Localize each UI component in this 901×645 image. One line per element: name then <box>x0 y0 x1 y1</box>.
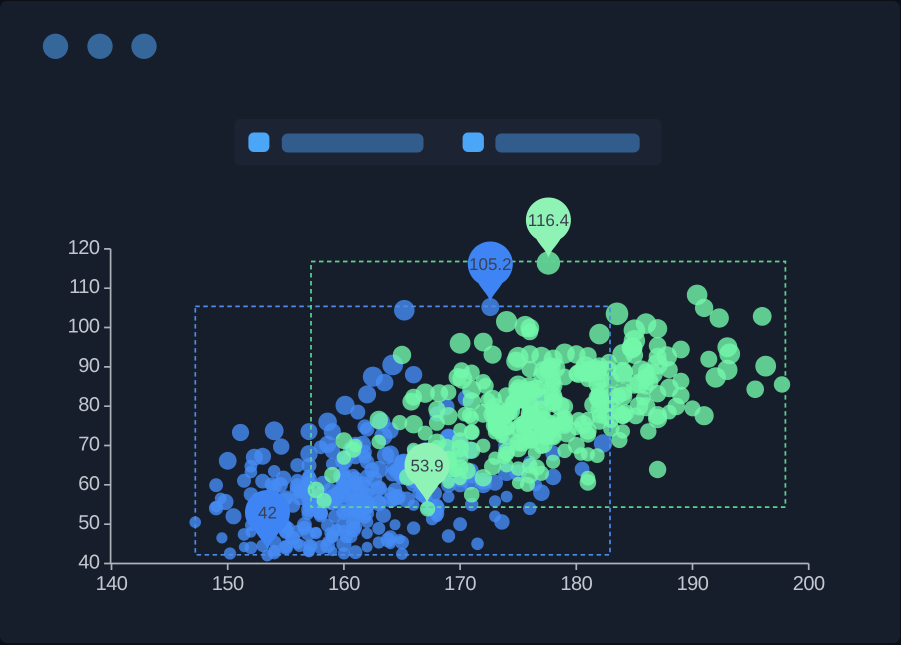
svg-text:120: 120 <box>68 237 100 259</box>
svg-text:100: 100 <box>68 316 100 338</box>
svg-text:110: 110 <box>69 276 100 298</box>
svg-text:53.9: 53.9 <box>410 456 443 475</box>
svg-text:116.4: 116.4 <box>528 211 569 230</box>
svg-text:60: 60 <box>78 473 100 495</box>
svg-text:180: 180 <box>560 573 592 595</box>
svg-text:190: 190 <box>677 573 709 595</box>
svg-text:40: 40 <box>78 552 100 574</box>
svg-text:200: 200 <box>793 573 825 595</box>
svg-text:105.2: 105.2 <box>469 255 512 274</box>
svg-text:42: 42 <box>258 504 277 523</box>
svg-text:150: 150 <box>212 573 244 595</box>
svg-text:50: 50 <box>78 512 100 534</box>
svg-text:160: 160 <box>328 573 360 595</box>
svg-text:90: 90 <box>78 355 100 377</box>
svg-text:70: 70 <box>78 434 100 456</box>
svg-text:80: 80 <box>78 394 100 416</box>
svg-text:170: 170 <box>444 573 476 595</box>
svg-text:140: 140 <box>96 573 128 595</box>
